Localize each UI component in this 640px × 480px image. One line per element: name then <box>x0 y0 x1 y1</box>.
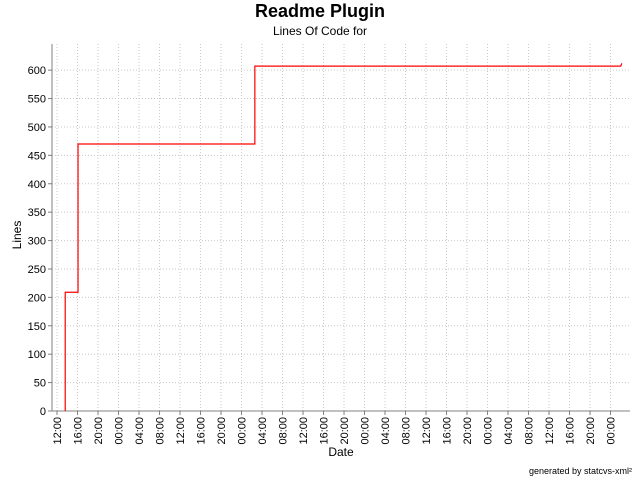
x-tick-label: 20:00 <box>216 417 228 445</box>
x-tick-label: 20:00 <box>93 417 105 445</box>
x-tick-label: 12:00 <box>421 417 433 445</box>
x-tick-label: 12:00 <box>52 417 64 445</box>
x-tick-label: 00:00 <box>606 417 618 445</box>
y-tick-label: 600 <box>28 65 46 77</box>
x-tick-label: 12:00 <box>544 417 556 445</box>
x-tick-label: 16:00 <box>196 417 208 445</box>
x-tick-label: 04:00 <box>503 417 515 445</box>
y-tick-label: 0 <box>40 406 46 418</box>
x-tick-label: 00:00 <box>237 417 249 445</box>
series-line <box>64 63 623 411</box>
y-tick-label: 300 <box>28 236 46 248</box>
x-tick-label: 08:00 <box>524 417 536 445</box>
y-tick-label: 150 <box>28 321 46 333</box>
footer: generated by statcvs-xml² <box>529 466 632 476</box>
x-tick-label: 16:00 <box>565 417 577 445</box>
y-tick-label: 550 <box>28 94 46 106</box>
plot-area <box>52 44 630 411</box>
x-tick-label: 12:00 <box>175 417 187 445</box>
x-tick-label: 04:00 <box>380 417 392 445</box>
y-tick-label: 250 <box>28 264 46 276</box>
x-tick-label: 16:00 <box>319 417 331 445</box>
x-tick-label: 08:00 <box>401 417 413 445</box>
x-tick-label: 04:00 <box>257 417 269 445</box>
y-axis-label: Lines <box>10 221 24 250</box>
x-tick-label: 00:00 <box>360 417 372 445</box>
y-tick-label: 450 <box>28 150 46 162</box>
y-tick-label: 50 <box>34 378 46 390</box>
x-tick-label: 20:00 <box>339 417 351 445</box>
chart-subtitle: Lines Of Code for <box>273 24 367 38</box>
x-tick-label: 00:00 <box>114 417 126 445</box>
x-tick-label: 20:00 <box>585 417 597 445</box>
x-tick-label: 16:00 <box>73 417 85 445</box>
x-tick-label: 08:00 <box>278 417 290 445</box>
y-tick-label: 350 <box>28 207 46 219</box>
y-tick-label: 200 <box>28 292 46 304</box>
x-tick-label: 16:00 <box>442 417 454 445</box>
x-tick-label: 08:00 <box>155 417 167 445</box>
x-tick-label: 04:00 <box>134 417 146 445</box>
x-tick-label: 20:00 <box>462 417 474 445</box>
x-axis-label: Date <box>328 445 354 459</box>
y-tick-label: 100 <box>28 349 46 361</box>
chart-title: Readme Plugin <box>255 1 385 21</box>
y-tick-label: 500 <box>28 122 46 134</box>
x-tick-label: 00:00 <box>483 417 495 445</box>
x-tick-label: 12:00 <box>298 417 310 445</box>
y-tick-label: 400 <box>28 179 46 191</box>
